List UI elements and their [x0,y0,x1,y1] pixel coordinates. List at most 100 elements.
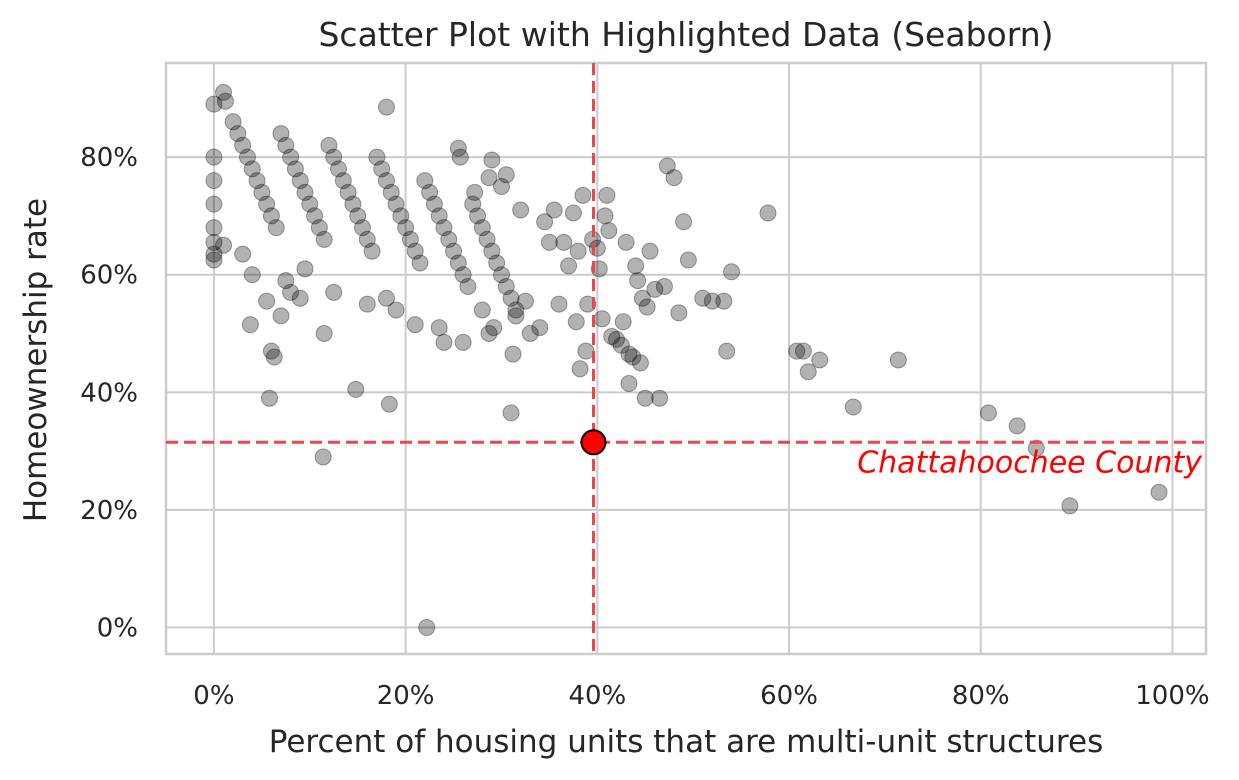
data-point [466,183,484,201]
data-point [334,172,352,190]
data-point [844,398,862,416]
data-point [636,389,654,407]
data-point [262,342,280,360]
data-point [205,172,223,190]
data-point [536,213,554,231]
x-tick-label: 20% [377,681,435,711]
data-point [521,325,539,343]
data-point [473,219,491,237]
data-point [799,363,817,381]
data-point [392,207,410,225]
data-point [670,304,688,322]
data-point [306,207,324,225]
data-point [569,242,587,260]
data-point [545,201,563,219]
data-point [282,148,300,166]
data-point [380,395,398,413]
data-point [406,242,424,260]
data-point [646,280,664,298]
data-point [382,183,400,201]
data-point [301,195,319,213]
data-point [588,239,606,257]
data-point [512,201,530,219]
data-point [516,292,534,310]
data-point [488,254,506,272]
data-point [314,448,332,466]
data-point [261,389,279,407]
data-point [550,295,568,313]
data-point [241,316,259,334]
data-point [638,298,656,316]
data-point [464,195,482,213]
data-point [759,204,777,222]
data-point [469,207,487,225]
data-point [435,333,453,351]
data-point [502,404,520,422]
data-point [723,263,741,281]
x-tick-label: 80% [952,681,1010,711]
data-point [614,313,632,331]
data-point [794,342,812,360]
data-point [347,380,365,398]
data-point [416,172,434,190]
data-point [459,277,477,295]
data-point [593,310,611,328]
data-point [571,360,589,378]
data-point [641,242,659,260]
data-point [215,236,233,254]
data-point [205,251,223,269]
data-point [590,260,608,278]
data-point [363,242,381,260]
data-point [1061,497,1079,515]
data-point [253,183,271,201]
x-tick-label: 100% [1135,681,1209,711]
data-point [430,319,448,337]
data-point [507,307,525,325]
data-point [315,325,333,343]
data-point [397,219,415,237]
data-point [788,342,806,360]
data-point [620,345,638,363]
data-point [454,266,472,284]
x-tick-label: 40% [568,681,626,711]
data-point [627,257,645,275]
data-point [531,319,549,337]
data-point [473,301,491,319]
data-point [282,283,300,301]
data-point [497,277,515,295]
data-point [387,301,405,319]
data-point [258,195,276,213]
data-point [497,166,515,184]
data-point [694,289,712,307]
data-point [631,354,649,372]
data-point [325,283,343,301]
data-point [430,207,448,225]
data-point [658,157,676,175]
data-point [205,148,223,166]
data-point [435,219,453,237]
data-point [620,374,638,392]
data-point [675,213,693,231]
data-point [358,295,376,313]
data-point [679,251,697,269]
data-point [451,148,469,166]
data-point [598,186,616,204]
highlight-label: Chattahoochee County [857,445,1203,480]
data-point [440,230,458,248]
data-point [344,195,362,213]
y-tick-label: 20% [80,496,138,526]
data-point [277,272,295,290]
y-tick-label: 40% [80,378,138,408]
data-point [449,139,467,157]
plot-frame [164,61,1208,656]
data-point [205,219,223,237]
data-point [243,266,261,284]
data-point [296,260,314,278]
data-point [1027,439,1045,457]
data-point [234,136,252,154]
data-point [272,125,290,143]
data-point [238,148,256,166]
data-point [540,233,558,251]
data-point [560,257,578,275]
